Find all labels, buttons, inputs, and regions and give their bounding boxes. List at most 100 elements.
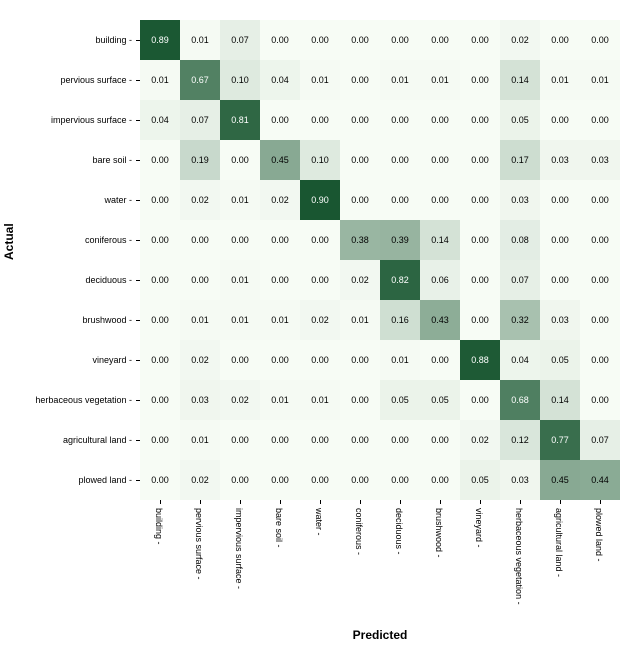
matrix-cell: 0.00 xyxy=(580,260,620,300)
matrix-cell: 0.00 xyxy=(140,380,180,420)
matrix-cell: 0.14 xyxy=(420,220,460,260)
matrix-cell: 0.00 xyxy=(540,20,580,60)
matrix-cell: 0.02 xyxy=(220,380,260,420)
matrix-cell: 0.01 xyxy=(380,60,420,100)
matrix-cell: 0.00 xyxy=(420,420,460,460)
matrix-cell: 0.00 xyxy=(420,180,460,220)
heatmap-plot-area: 0.890.010.070.000.000.000.000.000.000.02… xyxy=(140,20,620,500)
matrix-cell: 0.45 xyxy=(260,140,300,180)
matrix-cell: 0.00 xyxy=(460,60,500,100)
x-tick-label: brushwood - xyxy=(434,504,444,628)
matrix-cell: 0.00 xyxy=(140,460,180,500)
matrix-cell: 0.00 xyxy=(540,260,580,300)
matrix-row: 0.000.000.000.000.000.380.390.140.000.08… xyxy=(140,220,620,260)
matrix-row: 0.890.010.070.000.000.000.000.000.000.02… xyxy=(140,20,620,60)
matrix-cell: 0.00 xyxy=(420,20,460,60)
matrix-cell: 0.07 xyxy=(500,260,540,300)
matrix-cell: 0.00 xyxy=(380,180,420,220)
y-tick-label: coniferous - xyxy=(0,220,138,260)
matrix-cell: 0.01 xyxy=(340,300,380,340)
matrix-cell: 0.00 xyxy=(140,340,180,380)
x-tick-label: water - xyxy=(314,504,324,628)
y-tick-label: agricultural land - xyxy=(0,420,138,460)
matrix-cell: 0.00 xyxy=(260,260,300,300)
matrix-cell: 0.00 xyxy=(420,340,460,380)
matrix-cell: 0.77 xyxy=(540,420,580,460)
matrix-row: 0.000.010.010.010.020.010.160.430.000.32… xyxy=(140,300,620,340)
matrix-cell: 0.04 xyxy=(260,60,300,100)
y-tick-label: bare soil - xyxy=(0,140,138,180)
matrix-cell: 0.00 xyxy=(300,20,340,60)
matrix-cell: 0.00 xyxy=(420,460,460,500)
matrix-cell: 0.01 xyxy=(180,20,220,60)
matrix-cell: 0.00 xyxy=(460,260,500,300)
matrix-cell: 0.00 xyxy=(180,260,220,300)
matrix-cell: 0.00 xyxy=(340,180,380,220)
matrix-cell: 0.02 xyxy=(180,460,220,500)
y-tick-label: water - xyxy=(0,180,138,220)
matrix-cell: 0.05 xyxy=(460,460,500,500)
matrix-cell: 0.45 xyxy=(540,460,580,500)
confusion-matrix-figure: Actual building -pervious surface -imper… xyxy=(0,0,640,666)
matrix-cell: 0.81 xyxy=(220,100,260,140)
y-tick-label: impervious surface - xyxy=(0,100,138,140)
x-tick-label: plowed land - xyxy=(594,504,604,628)
x-axis-title: Predicted xyxy=(140,628,620,642)
matrix-cell: 0.89 xyxy=(140,20,180,60)
matrix-cell: 0.00 xyxy=(140,420,180,460)
matrix-cell: 0.03 xyxy=(180,380,220,420)
matrix-cell: 0.01 xyxy=(220,180,260,220)
matrix-cell: 0.00 xyxy=(540,100,580,140)
matrix-cell: 0.00 xyxy=(260,100,300,140)
y-tick-label: herbaceous vegetation - xyxy=(0,380,138,420)
matrix-cell: 0.12 xyxy=(500,420,540,460)
matrix-cell: 0.88 xyxy=(460,340,500,380)
matrix-cell: 0.01 xyxy=(220,300,260,340)
matrix-cell: 0.00 xyxy=(460,140,500,180)
matrix-cell: 0.00 xyxy=(580,20,620,60)
matrix-cell: 0.00 xyxy=(460,180,500,220)
y-tick-label: brushwood - xyxy=(0,300,138,340)
matrix-cell: 0.10 xyxy=(220,60,260,100)
matrix-cell: 0.02 xyxy=(460,420,500,460)
x-tick-label: vineyard - xyxy=(474,504,484,628)
matrix-row: 0.040.070.810.000.000.000.000.000.000.05… xyxy=(140,100,620,140)
matrix-row: 0.000.020.000.000.000.000.010.000.880.04… xyxy=(140,340,620,380)
matrix-cell: 0.01 xyxy=(300,380,340,420)
matrix-cell: 0.38 xyxy=(340,220,380,260)
matrix-cell: 0.08 xyxy=(500,220,540,260)
matrix-cell: 0.03 xyxy=(540,300,580,340)
x-tick-label: agricultural land - xyxy=(554,504,564,628)
y-tick-labels: building -pervious surface -impervious s… xyxy=(0,20,138,500)
matrix-cell: 0.07 xyxy=(180,100,220,140)
matrix-cell: 0.00 xyxy=(460,220,500,260)
matrix-cell: 0.01 xyxy=(420,60,460,100)
matrix-cell: 0.00 xyxy=(260,20,300,60)
matrix-cell: 0.00 xyxy=(300,220,340,260)
matrix-cell: 0.05 xyxy=(420,380,460,420)
x-tick-label: coniferous - xyxy=(354,504,364,628)
matrix-cell: 0.01 xyxy=(580,60,620,100)
matrix-row: 0.000.000.010.000.000.020.820.060.000.07… xyxy=(140,260,620,300)
matrix-row: 0.000.020.000.000.000.000.000.000.050.03… xyxy=(140,460,620,500)
matrix-cell: 0.39 xyxy=(380,220,420,260)
matrix-cell: 0.02 xyxy=(300,300,340,340)
matrix-cell: 0.00 xyxy=(420,100,460,140)
matrix-cell: 0.00 xyxy=(300,460,340,500)
matrix-cell: 0.00 xyxy=(140,140,180,180)
matrix-cell: 0.00 xyxy=(340,20,380,60)
matrix-row: 0.000.010.000.000.000.000.000.000.020.12… xyxy=(140,420,620,460)
matrix-cell: 0.00 xyxy=(340,60,380,100)
matrix-cell: 0.00 xyxy=(380,420,420,460)
matrix-cell: 0.07 xyxy=(220,20,260,60)
matrix-cell: 0.01 xyxy=(540,60,580,100)
matrix-cell: 0.00 xyxy=(300,100,340,140)
matrix-cell: 0.00 xyxy=(380,460,420,500)
matrix-cell: 0.00 xyxy=(380,140,420,180)
matrix-cell: 0.00 xyxy=(540,220,580,260)
matrix-cell: 0.00 xyxy=(220,460,260,500)
matrix-cell: 0.03 xyxy=(540,140,580,180)
matrix-cell: 0.14 xyxy=(540,380,580,420)
matrix-cell: 0.00 xyxy=(260,420,300,460)
matrix-row: 0.000.020.010.020.900.000.000.000.000.03… xyxy=(140,180,620,220)
